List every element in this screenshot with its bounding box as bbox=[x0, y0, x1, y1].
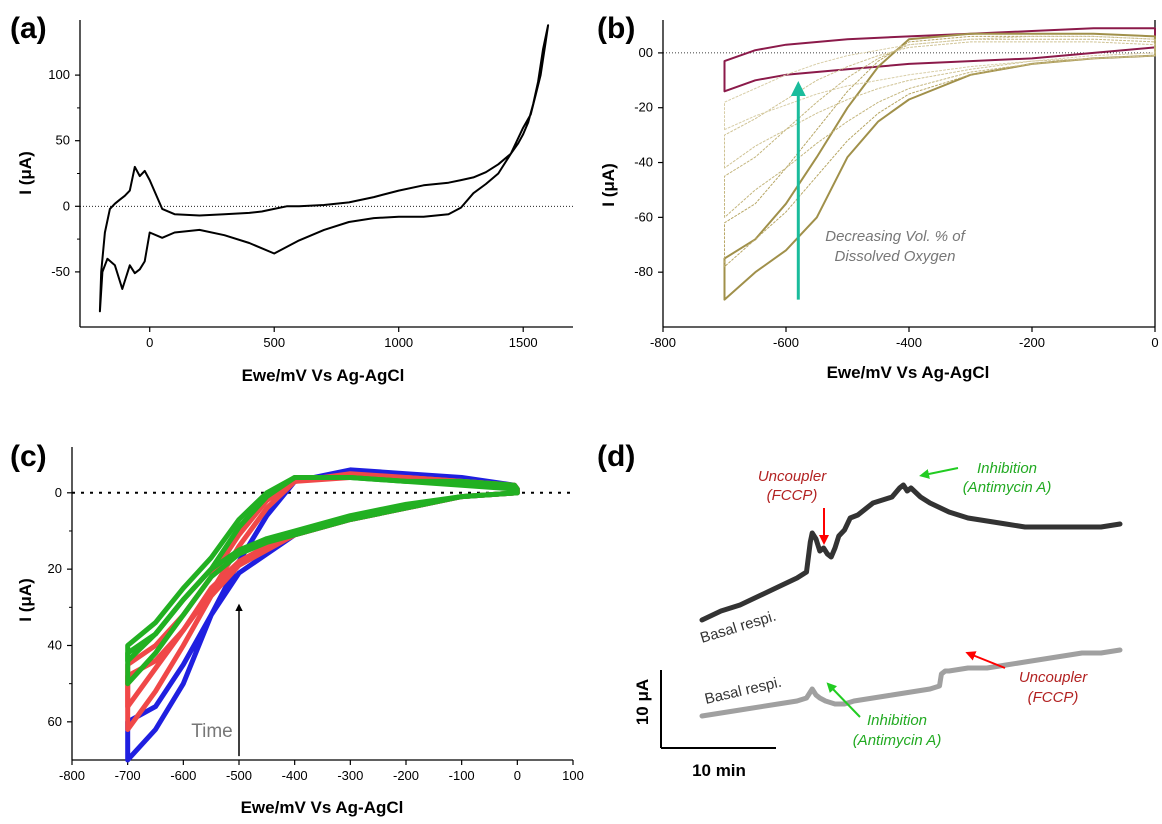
panel-b-series-6 bbox=[724, 35, 1156, 131]
panel-d-annotation-3-line-1: Inhibition bbox=[867, 712, 927, 729]
panel-b-annotation-line-1: Decreasing Vol. % of bbox=[825, 228, 966, 245]
panel-a-xlabel: Ewe/mV Vs Ag-AgCl bbox=[242, 366, 405, 385]
panel-a-x-tick-label: 1000 bbox=[384, 335, 413, 350]
panel-a-y-tick-label: -50 bbox=[51, 264, 70, 279]
panel-b-series-3 bbox=[724, 35, 1156, 268]
panel-d-annotation-4-arrow bbox=[965, 651, 1006, 669]
panel-b-y-tick-label: -60 bbox=[634, 209, 653, 224]
panel-b-x-tick-label: -200 bbox=[1019, 335, 1045, 350]
panel-b-series-2 bbox=[723, 32, 1156, 301]
panel-d-annotation-2-line-1: Inhibition bbox=[977, 460, 1037, 477]
panel-b-y-tick-label: -20 bbox=[634, 100, 653, 115]
panel-d-annotation-4-line-1: Uncoupler bbox=[1019, 669, 1088, 686]
panel-c-xlabel: Ewe/mV Vs Ag-AgCl bbox=[241, 798, 404, 817]
panel-d-label: (d) bbox=[597, 440, 635, 473]
panel-d-annotation-1-line-1: Uncoupler bbox=[758, 468, 827, 485]
panel-b-xlabel: Ewe/mV Vs Ag-AgCl bbox=[827, 363, 990, 382]
panel-a-plot: 0 500 1000 1500 -50 0 50 100 bbox=[48, 20, 573, 350]
panel-a-label: (a) bbox=[10, 12, 47, 45]
panel-b-series-1 bbox=[723, 27, 1156, 93]
panel-b-x-tick-label: -800 bbox=[650, 335, 676, 350]
panel-c-label: (c) bbox=[10, 440, 47, 473]
panel-c-y-tick-label: 40 bbox=[48, 637, 62, 652]
panel-b-annotation-line-2: Dissolved Oxygen bbox=[835, 248, 956, 265]
panel-d-annotation-3-arrow bbox=[826, 682, 861, 718]
panel-d-annotation-4-line-2: (FCCP) bbox=[1028, 689, 1079, 706]
panel-c-x-tick-label: -300 bbox=[337, 768, 363, 783]
panel-b-x-tick-label: -400 bbox=[896, 335, 922, 350]
panel-a-y-tick-label: 100 bbox=[48, 67, 70, 82]
panel-d-annotation-3-line-2: (Antimycin A) bbox=[853, 732, 942, 749]
panel-d-scale-y-label: 10 μA bbox=[633, 679, 652, 725]
panel-a-ylabel: I (μA) bbox=[16, 151, 35, 194]
panel-b: (b) -800 -600 -400 -200 000-20-40-60-80 Decr… bbox=[597, 12, 1159, 382]
panel-c-plot: -800 -700 -600 -500 -400 -300 -200 -100 0 100 0 20 4… bbox=[48, 447, 584, 783]
panel-b-x-tick-label: -600 bbox=[773, 335, 799, 350]
panel-b-label: (b) bbox=[597, 12, 635, 45]
panel-c-annotation: Time bbox=[191, 721, 233, 742]
panel-c-x-tick-label: -500 bbox=[226, 768, 252, 783]
panel-d-annotation-2-line-2: (Antimycin A) bbox=[963, 479, 1052, 496]
panel-d-scale-x-label: 10 min bbox=[692, 761, 746, 780]
panel-b-series-4 bbox=[724, 38, 1156, 218]
panel-a-x-tick-label: 500 bbox=[263, 335, 285, 350]
panel-c-series-5 bbox=[125, 475, 520, 664]
panel-c-x-tick-label: 0 bbox=[514, 768, 521, 783]
panel-b-y-tick-label: 00 bbox=[639, 45, 653, 60]
panel-c-y-tick-label: 20 bbox=[48, 561, 62, 576]
panel-a-y-tick-label: 0 bbox=[63, 198, 70, 213]
panel-c-x-tick-label: -200 bbox=[393, 768, 419, 783]
panel-d-annotation-1-line-2: (FCCP) bbox=[767, 487, 818, 504]
panel-d-series-1 bbox=[699, 482, 1123, 623]
panel-c-x-tick-label: 100 bbox=[562, 768, 584, 783]
panel-a-x-tick-label: 1500 bbox=[509, 335, 538, 350]
panel-a-y-tick-label: 50 bbox=[56, 133, 70, 148]
panel-c-y-tick-label: 0 bbox=[55, 485, 62, 500]
panel-a-x-tick-label: 0 bbox=[146, 335, 153, 350]
panel-c-x-tick-label: -700 bbox=[115, 768, 141, 783]
panel-a-series-1 bbox=[98, 24, 550, 313]
panel-d-plot bbox=[699, 482, 1123, 719]
panel-a: (a) 0 500 1000 1500 -50 0 50 100 Ewe/mV Vs Ag-A… bbox=[10, 12, 573, 385]
panel-b-ylabel: I (μA) bbox=[599, 163, 618, 206]
panel-b-series-5 bbox=[724, 41, 1156, 169]
panel-c-x-tick-label: -400 bbox=[282, 768, 308, 783]
panel-c-series-2 bbox=[125, 471, 520, 732]
panel-b-y-tick-label: -80 bbox=[634, 264, 653, 279]
panel-c-x-tick-label: -100 bbox=[449, 768, 475, 783]
panel-d-annotation-2-arrow bbox=[919, 467, 959, 479]
panel-d: (d) Uncoupler (FCCP) Inhibition (Antimyc… bbox=[597, 440, 1123, 780]
panel-c-x-tick-label: -600 bbox=[170, 768, 196, 783]
panel-c-y-tick-label: 60 bbox=[48, 714, 62, 729]
panel-c-series-4 bbox=[125, 475, 520, 687]
panel-d-series-2 bbox=[699, 647, 1123, 719]
panel-b-y-tick-label: -40 bbox=[634, 155, 653, 170]
panel-c-ylabel: I (μA) bbox=[16, 578, 35, 621]
panel-b-x-tick-label: 0 bbox=[1151, 335, 1158, 350]
panel-c: (c) -800 -700 -600 -500 -400 -300 -200 -100 0 100… bbox=[10, 440, 584, 817]
panel-c-x-tick-label: -800 bbox=[59, 768, 85, 783]
panel-b-plot: -800 -600 -400 -200 000-20-40-60-80 bbox=[634, 20, 1159, 350]
